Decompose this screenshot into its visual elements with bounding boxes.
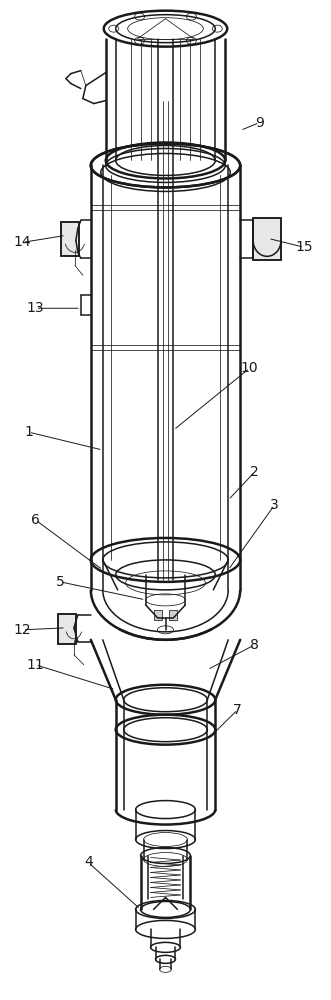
Text: 3: 3: [270, 498, 279, 512]
Text: 14: 14: [14, 235, 31, 249]
Bar: [61, 222, 79, 256]
Text: 2: 2: [250, 465, 259, 479]
Bar: [154, 610, 162, 620]
Text: 11: 11: [27, 658, 44, 672]
Bar: [253, 218, 281, 260]
Text: 9: 9: [255, 116, 264, 130]
Text: 15: 15: [296, 240, 313, 254]
Text: 1: 1: [24, 425, 33, 439]
Text: 4: 4: [84, 855, 93, 869]
Bar: [58, 614, 76, 644]
Text: 6: 6: [31, 513, 40, 527]
Bar: [61, 222, 79, 256]
Text: 13: 13: [27, 301, 44, 315]
Bar: [58, 614, 76, 644]
Text: 7: 7: [233, 703, 242, 717]
Text: 10: 10: [241, 361, 259, 375]
Text: 5: 5: [56, 575, 65, 589]
Text: 12: 12: [14, 623, 31, 637]
Bar: [253, 218, 281, 260]
Text: 8: 8: [250, 638, 259, 652]
Bar: [169, 610, 177, 620]
